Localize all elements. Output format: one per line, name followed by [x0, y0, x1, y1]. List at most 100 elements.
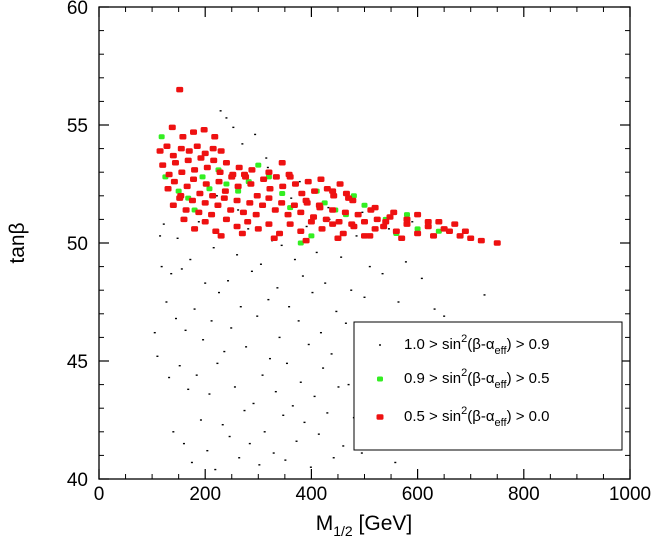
data-point	[335, 310, 338, 313]
data-point	[202, 339, 205, 341]
data-point	[318, 226, 326, 232]
data-point	[329, 188, 337, 194]
data-point	[171, 160, 179, 166]
data-point	[347, 383, 350, 386]
data-point	[188, 197, 196, 204]
data-point	[190, 176, 198, 183]
data-point	[210, 320, 213, 322]
data-point	[176, 86, 184, 93]
data-point	[322, 216, 330, 223]
data-point	[190, 461, 193, 464]
data-point	[307, 343, 310, 346]
data-point	[227, 207, 235, 213]
data-point	[334, 235, 342, 242]
data-point	[178, 169, 186, 175]
data-point	[322, 367, 325, 369]
data-point	[168, 376, 171, 379]
data-point	[321, 200, 328, 206]
data-point	[206, 449, 209, 452]
data-point	[263, 431, 266, 433]
legend-marker	[379, 344, 381, 346]
data-point	[179, 134, 187, 140]
data-point	[301, 275, 304, 277]
data-point	[230, 327, 233, 329]
data-point	[253, 193, 261, 199]
data-point	[248, 442, 251, 445]
x-tick-label: 0	[94, 484, 105, 505]
data-point	[266, 185, 274, 192]
data-point	[265, 157, 268, 159]
data-point	[193, 308, 196, 310]
data-point	[311, 291, 314, 294]
x-tick-label: 800	[508, 484, 540, 505]
data-point	[363, 296, 366, 298]
y-tick-label: 40	[67, 470, 88, 491]
data-point	[256, 315, 259, 317]
data-point	[261, 374, 264, 376]
data-point	[215, 195, 218, 197]
data-point	[236, 254, 239, 256]
data-point	[163, 143, 171, 149]
data-point	[290, 202, 298, 208]
data-point	[217, 148, 225, 154]
data-point	[209, 193, 217, 199]
data-point	[326, 412, 329, 414]
data-point	[183, 183, 191, 190]
data-point	[414, 230, 422, 237]
data-point	[165, 301, 168, 303]
data-point	[424, 219, 432, 225]
data-point	[290, 197, 293, 199]
data-point	[211, 134, 219, 140]
data-point	[390, 209, 398, 216]
x-tick-label: 600	[402, 484, 434, 505]
data-point	[254, 133, 257, 136]
data-point	[341, 209, 349, 216]
x-axis-label-unit: [GeV]	[353, 512, 413, 535]
data-point	[451, 221, 459, 227]
data-point	[178, 365, 181, 367]
data-point	[297, 240, 304, 246]
data-point	[216, 169, 224, 175]
data-point	[199, 419, 202, 421]
data-point	[184, 329, 187, 332]
data-point	[222, 160, 230, 166]
x-axis-label: M1/2 [GeV]	[316, 512, 413, 539]
data-point	[340, 256, 343, 258]
data-point	[162, 223, 165, 225]
y-axis-label: tanβ	[6, 222, 29, 263]
data-point	[286, 221, 294, 227]
data-point	[247, 228, 250, 230]
data-point	[214, 202, 222, 208]
data-point	[304, 178, 312, 185]
tick-labels: 0 200 400 600 800 1000 40 45 50 55 60	[67, 0, 651, 505]
y-tick-label: 55	[67, 116, 88, 137]
data-point	[220, 195, 228, 201]
data-point	[225, 117, 228, 119]
data-point	[297, 209, 305, 216]
data-point	[159, 162, 167, 168]
data-point	[404, 261, 407, 263]
data-point	[241, 143, 244, 145]
data-point	[214, 468, 217, 471]
legend-label: 0.9 > sin2(β-αeff) > 0.5	[404, 367, 550, 391]
data-point	[254, 226, 262, 232]
data-point	[190, 129, 198, 135]
data-point	[212, 228, 220, 234]
data-point	[368, 265, 371, 268]
x-axis-label-main: M	[316, 512, 334, 535]
data-point	[243, 409, 246, 412]
y-tick-label: 45	[67, 352, 88, 373]
data-point	[477, 237, 485, 244]
data-point	[176, 195, 184, 201]
data-point	[240, 171, 248, 178]
data-point	[288, 306, 291, 308]
data-point	[282, 414, 285, 416]
data-point	[268, 357, 271, 360]
data-point	[191, 167, 199, 173]
data-point	[265, 169, 273, 175]
data-point	[265, 221, 273, 227]
data-point	[209, 145, 217, 152]
data-point	[373, 216, 381, 223]
data-point	[298, 190, 306, 197]
data-point	[339, 230, 347, 237]
